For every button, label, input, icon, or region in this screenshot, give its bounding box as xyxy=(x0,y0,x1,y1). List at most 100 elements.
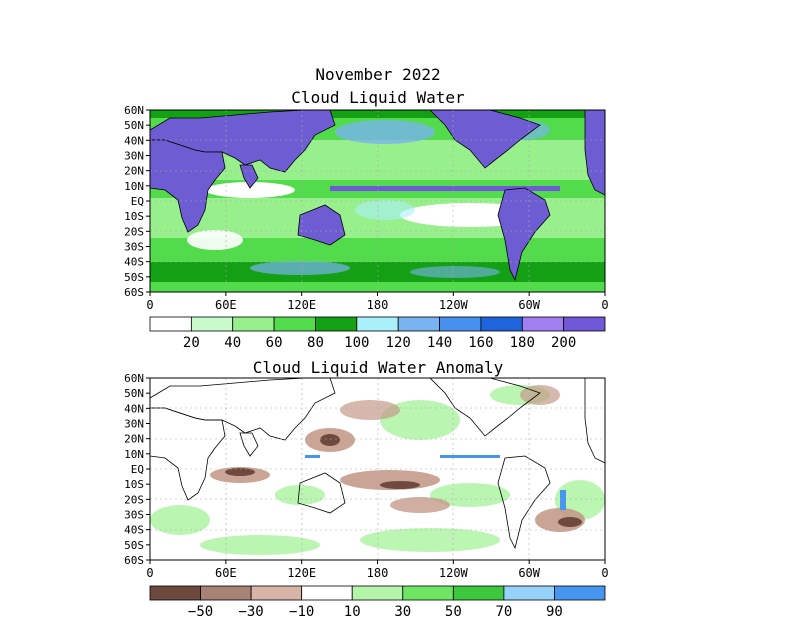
clw-south-america xyxy=(497,187,551,282)
anomaly-lat-label: 20N xyxy=(124,433,144,446)
clw-lat-label: 20N xyxy=(124,165,144,178)
anomaly-lon-label: 120W xyxy=(439,566,469,580)
anomaly-south-america xyxy=(497,455,551,550)
anomaly-lat-label: 40N xyxy=(124,402,144,415)
clw-lon-label: 120E xyxy=(287,298,316,312)
clw-africa xyxy=(149,139,226,233)
clw-colorbar-label: 120 xyxy=(386,335,411,351)
anomaly-colorbar-swatch xyxy=(301,585,353,601)
clw-lat-label: 50N xyxy=(124,119,144,132)
anomaly-colorbar-swatch xyxy=(200,585,252,601)
clw-itcz-band xyxy=(330,186,560,191)
anomaly-lon-label: 60E xyxy=(215,566,237,580)
clw-colorbar-label: 20 xyxy=(183,335,200,351)
anomaly-colorbar-label: 70 xyxy=(495,604,512,618)
clw-colorbar-swatch xyxy=(521,316,565,332)
clw-lat-label: 30N xyxy=(124,150,144,163)
clw-colorbar-swatch xyxy=(273,316,316,332)
clw-lat-label: 10N xyxy=(124,180,144,193)
anomaly-colorbar-swatch xyxy=(149,585,201,601)
anomaly-positive-patches xyxy=(150,385,605,555)
clw-colorbar-swatch xyxy=(315,316,358,332)
anomaly-north-america xyxy=(429,377,541,437)
anomaly-colorbar-swatch xyxy=(351,585,404,601)
anomaly-lat-label: 50S xyxy=(124,539,144,552)
anomaly-colorbar-label: −10 xyxy=(289,604,314,618)
anomaly-colorbar-swatch xyxy=(503,585,555,601)
clw-land xyxy=(149,109,606,282)
anomaly-colorbar-swatch xyxy=(452,585,505,601)
clw-lat-label: 40N xyxy=(124,134,144,147)
anomaly-grid xyxy=(150,378,605,560)
clw-lon-label: 60E xyxy=(215,298,237,312)
anomaly-africa xyxy=(149,407,226,501)
clw-colorbar-label: 140 xyxy=(427,335,452,351)
anomaly-lat-label: 50N xyxy=(124,387,144,400)
clw-lat-label: 60N xyxy=(124,104,144,117)
clw-lat-label: 40S xyxy=(124,256,144,269)
anomaly-lat-label: 60N xyxy=(124,372,144,385)
anomaly-lat-label: 60S xyxy=(124,554,144,567)
anomaly-colorbar-label: −50 xyxy=(188,604,213,618)
anomaly-australia xyxy=(297,472,346,514)
anomaly-strong-negative xyxy=(225,434,582,527)
clw-colorbar-label: 200 xyxy=(551,335,576,351)
clw-lat-label: 30S xyxy=(124,241,144,254)
clw-lon-label: 120W xyxy=(439,298,469,312)
clw-colorbar-label: 80 xyxy=(307,335,324,351)
anomaly-lat-label: 30S xyxy=(124,509,144,522)
clw-lat-label: 60S xyxy=(124,286,144,299)
clw-lat-label: 10S xyxy=(124,210,144,223)
clw-lon-label: 60W xyxy=(518,298,540,312)
anomaly-lat-label: 30N xyxy=(124,418,144,431)
clw-arctic-band xyxy=(150,110,605,118)
clw-colorbar-label: 160 xyxy=(468,335,493,351)
anomaly-colorbar-label: 50 xyxy=(445,604,462,618)
anomaly-colorbar-swatch xyxy=(554,585,606,601)
anomaly-lon-label: 0 xyxy=(601,566,608,580)
anomaly-colorbar-label: 10 xyxy=(344,604,361,618)
anomaly-colorbar: −50 −30 −10 10 30 50 70 90 xyxy=(149,585,606,618)
clw-north-america xyxy=(429,109,541,169)
clw-india xyxy=(239,164,259,189)
anomaly-lat-label: 10N xyxy=(124,448,144,461)
anomaly-colorbar-label: 90 xyxy=(546,604,563,618)
clw-colorbar-swatch xyxy=(439,316,482,332)
anomaly-lon-label: 0 xyxy=(146,566,153,580)
map-title-variable: Cloud Liquid Water xyxy=(291,88,465,107)
anomaly-lat-label: EQ xyxy=(131,463,144,476)
clw-antarctic-band xyxy=(150,282,605,292)
clw-lon-label: 180 xyxy=(367,298,389,312)
clw-southern-ocean-band xyxy=(150,262,605,282)
clw-australia xyxy=(297,204,346,246)
anomaly-lon-label: 180 xyxy=(367,566,389,580)
anomaly-colorbar-label: −30 xyxy=(238,604,263,618)
anomaly-lon-label: 60W xyxy=(518,566,540,580)
clw-colorbar: 20 40 60 80 100 120 140 160 180 200 xyxy=(149,316,606,351)
clw-lat-label: 50S xyxy=(124,271,144,284)
anomaly-lat-label: 40S xyxy=(124,524,144,537)
clw-colorbar-label: 180 xyxy=(510,335,535,351)
clw-colorbar-swatch xyxy=(232,316,275,332)
anomaly-colorbar-label: 30 xyxy=(394,604,411,618)
clw-southern-ocean-high xyxy=(250,261,350,275)
clw-colorbar-swatch xyxy=(190,316,234,332)
clw-lon-label: 0 xyxy=(146,298,153,312)
anomaly-lon-label: 120E xyxy=(287,566,316,580)
clw-southern-ocean-high-2 xyxy=(410,266,500,278)
clw-grid xyxy=(150,110,605,292)
anomaly-title: Cloud Liquid Water Anomaly xyxy=(253,358,504,377)
clw-colorbar-swatch xyxy=(563,316,606,332)
anomaly-lat-label: 10S xyxy=(124,478,144,491)
anomaly-india xyxy=(239,432,259,457)
clw-colorbar-swatch xyxy=(149,316,192,332)
clw-lat-label: 20S xyxy=(124,225,144,238)
clw-colorbar-swatch xyxy=(480,316,523,332)
clw-colorbar-swatch xyxy=(397,316,440,332)
clw-colorbar-label: 60 xyxy=(266,335,283,351)
anomaly-strong-positive xyxy=(305,455,566,510)
